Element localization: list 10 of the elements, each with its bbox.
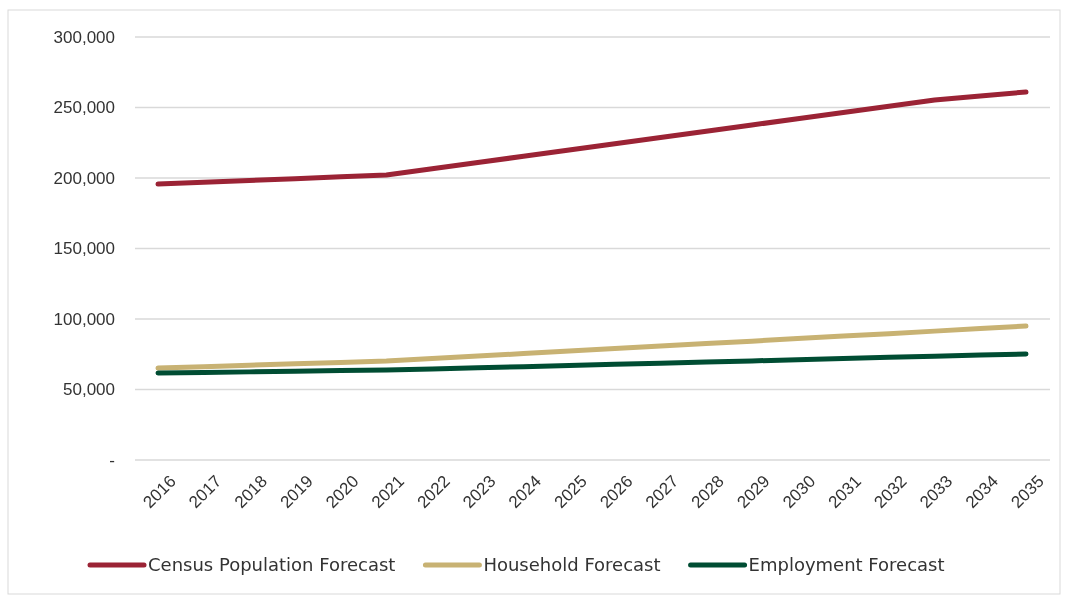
y-tick-label: 250,000 (53, 98, 115, 118)
legend-label: Employment Forecast (748, 554, 945, 576)
legend-label: Census Population Forecast (148, 554, 396, 576)
legend-label: Household Forecast (483, 554, 661, 576)
y-tick-label: 100,000 (53, 309, 115, 329)
y-tick-label: 150,000 (53, 239, 115, 259)
y-tick-label: 50,000 (63, 380, 115, 400)
y-tick-label: - (109, 450, 115, 470)
y-tick-label: 300,000 (53, 27, 115, 47)
y-tick-label: 200,000 (53, 168, 115, 188)
